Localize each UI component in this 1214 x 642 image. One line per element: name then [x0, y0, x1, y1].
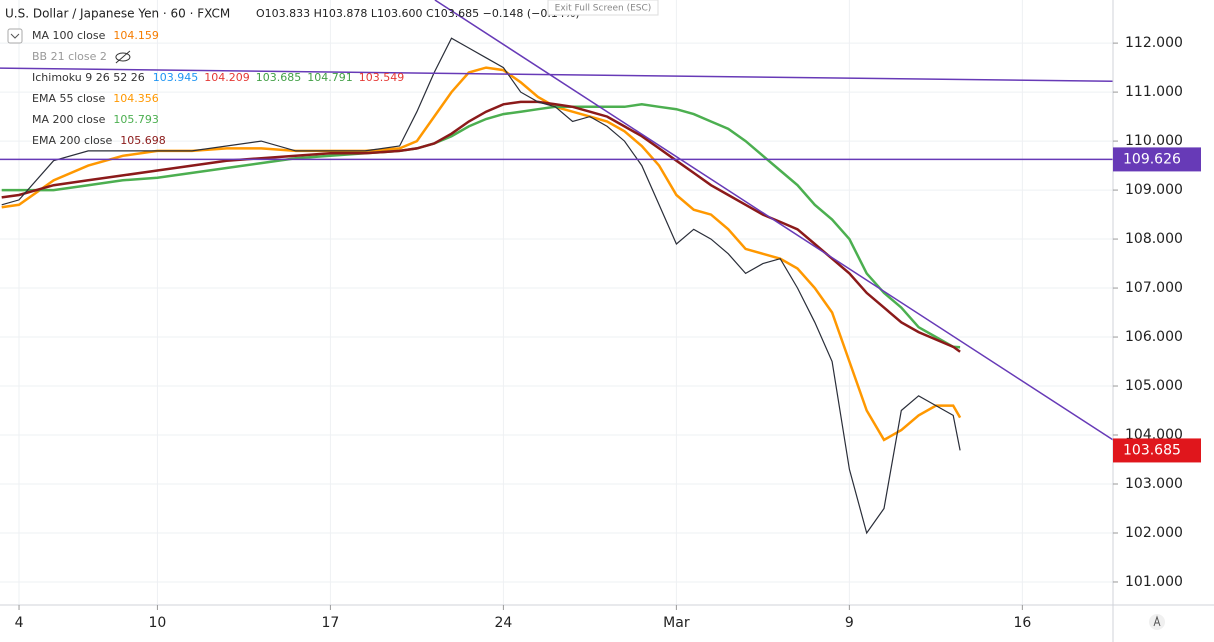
- visibility-icon: [115, 50, 131, 64]
- ohlc: O103.833 H103.878 L103.600 C103.685 −0.1…: [256, 7, 580, 20]
- visibility-icon: [115, 52, 131, 62]
- legend-value: 105.793: [113, 113, 159, 126]
- y-tick-label: 103.000: [1125, 476, 1183, 492]
- legend-toggle-icon: [10, 33, 20, 39]
- price-line: [1, 37, 961, 535]
- price-level-box: [1113, 147, 1201, 172]
- x-tick-label: 24: [494, 615, 512, 631]
- series-line: [1, 66, 962, 442]
- x-tick-label: 9: [845, 615, 854, 631]
- legend-value: 103.685: [256, 71, 302, 84]
- auto-button[interactable]: [1149, 614, 1165, 630]
- exit-button[interactable]: [547, 0, 659, 16]
- y-tick-label: 111.000: [1125, 84, 1183, 100]
- legend-name: Ichimoku 9 26 52 26: [32, 71, 145, 84]
- axes: 101.000102.000103.000104.000105.000106.0…: [15, 35, 1201, 631]
- y-tick-label: 102.000: [1125, 525, 1183, 541]
- legend-value: 105.698: [120, 134, 166, 147]
- legend-name: EMA 200 close: [32, 134, 113, 147]
- legend-name: EMA 55 close: [32, 92, 106, 105]
- legend-value: 103.549: [359, 71, 405, 84]
- y-tick-label: 107.000: [1125, 280, 1183, 296]
- last-price-box: [1113, 438, 1201, 463]
- last-price-label: 103.685: [1123, 442, 1181, 458]
- trend-line: [0, 67, 1114, 83]
- legend-name: BB 21 close 2: [32, 50, 107, 63]
- y-tick-label: 110.000: [1125, 133, 1183, 149]
- x-tick-label: 4: [15, 615, 24, 631]
- price-level-label: 109.626: [1123, 151, 1181, 167]
- chart-title: U.S. Dollar / Japanese Yen · 60 · FXCM: [5, 7, 230, 21]
- grid: [0, 0, 1113, 605]
- x-tick-label: 17: [321, 615, 339, 631]
- legend-toggle[interactable]: [7, 28, 23, 44]
- y-tick-label: 109.000: [1125, 182, 1183, 198]
- legend-value: 104.209: [204, 71, 250, 84]
- series-line: [1, 103, 961, 349]
- exit-label[interactable]: Exit Full Screen (ESC): [555, 4, 652, 14]
- legend-value: 104.159: [113, 29, 159, 42]
- legend-value: 104.356: [113, 92, 159, 105]
- legend: MA 100 close 104.159 BB 21 close 2 Ichimoku…: [32, 29, 404, 147]
- x-tick-label: 16: [1013, 615, 1031, 631]
- legend-name: MA 200 close: [32, 113, 106, 126]
- legend-name: MA 100 close: [32, 29, 106, 42]
- x-tick-label: Mar: [663, 615, 690, 631]
- y-tick-label: 106.000: [1125, 329, 1183, 345]
- y-tick-label: 105.000: [1125, 378, 1183, 394]
- plot: [0, 0, 1114, 535]
- trend-line: [434, 0, 1114, 441]
- y-tick-label: 101.000: [1125, 574, 1183, 590]
- legend-value: 104.791: [307, 71, 353, 84]
- y-tick-label: 108.000: [1125, 231, 1183, 247]
- legend-value: 103.945: [153, 71, 199, 84]
- y-tick-label: 112.000: [1125, 35, 1183, 51]
- auto-icon: [1153, 615, 1161, 627]
- x-tick-label: 10: [149, 615, 167, 631]
